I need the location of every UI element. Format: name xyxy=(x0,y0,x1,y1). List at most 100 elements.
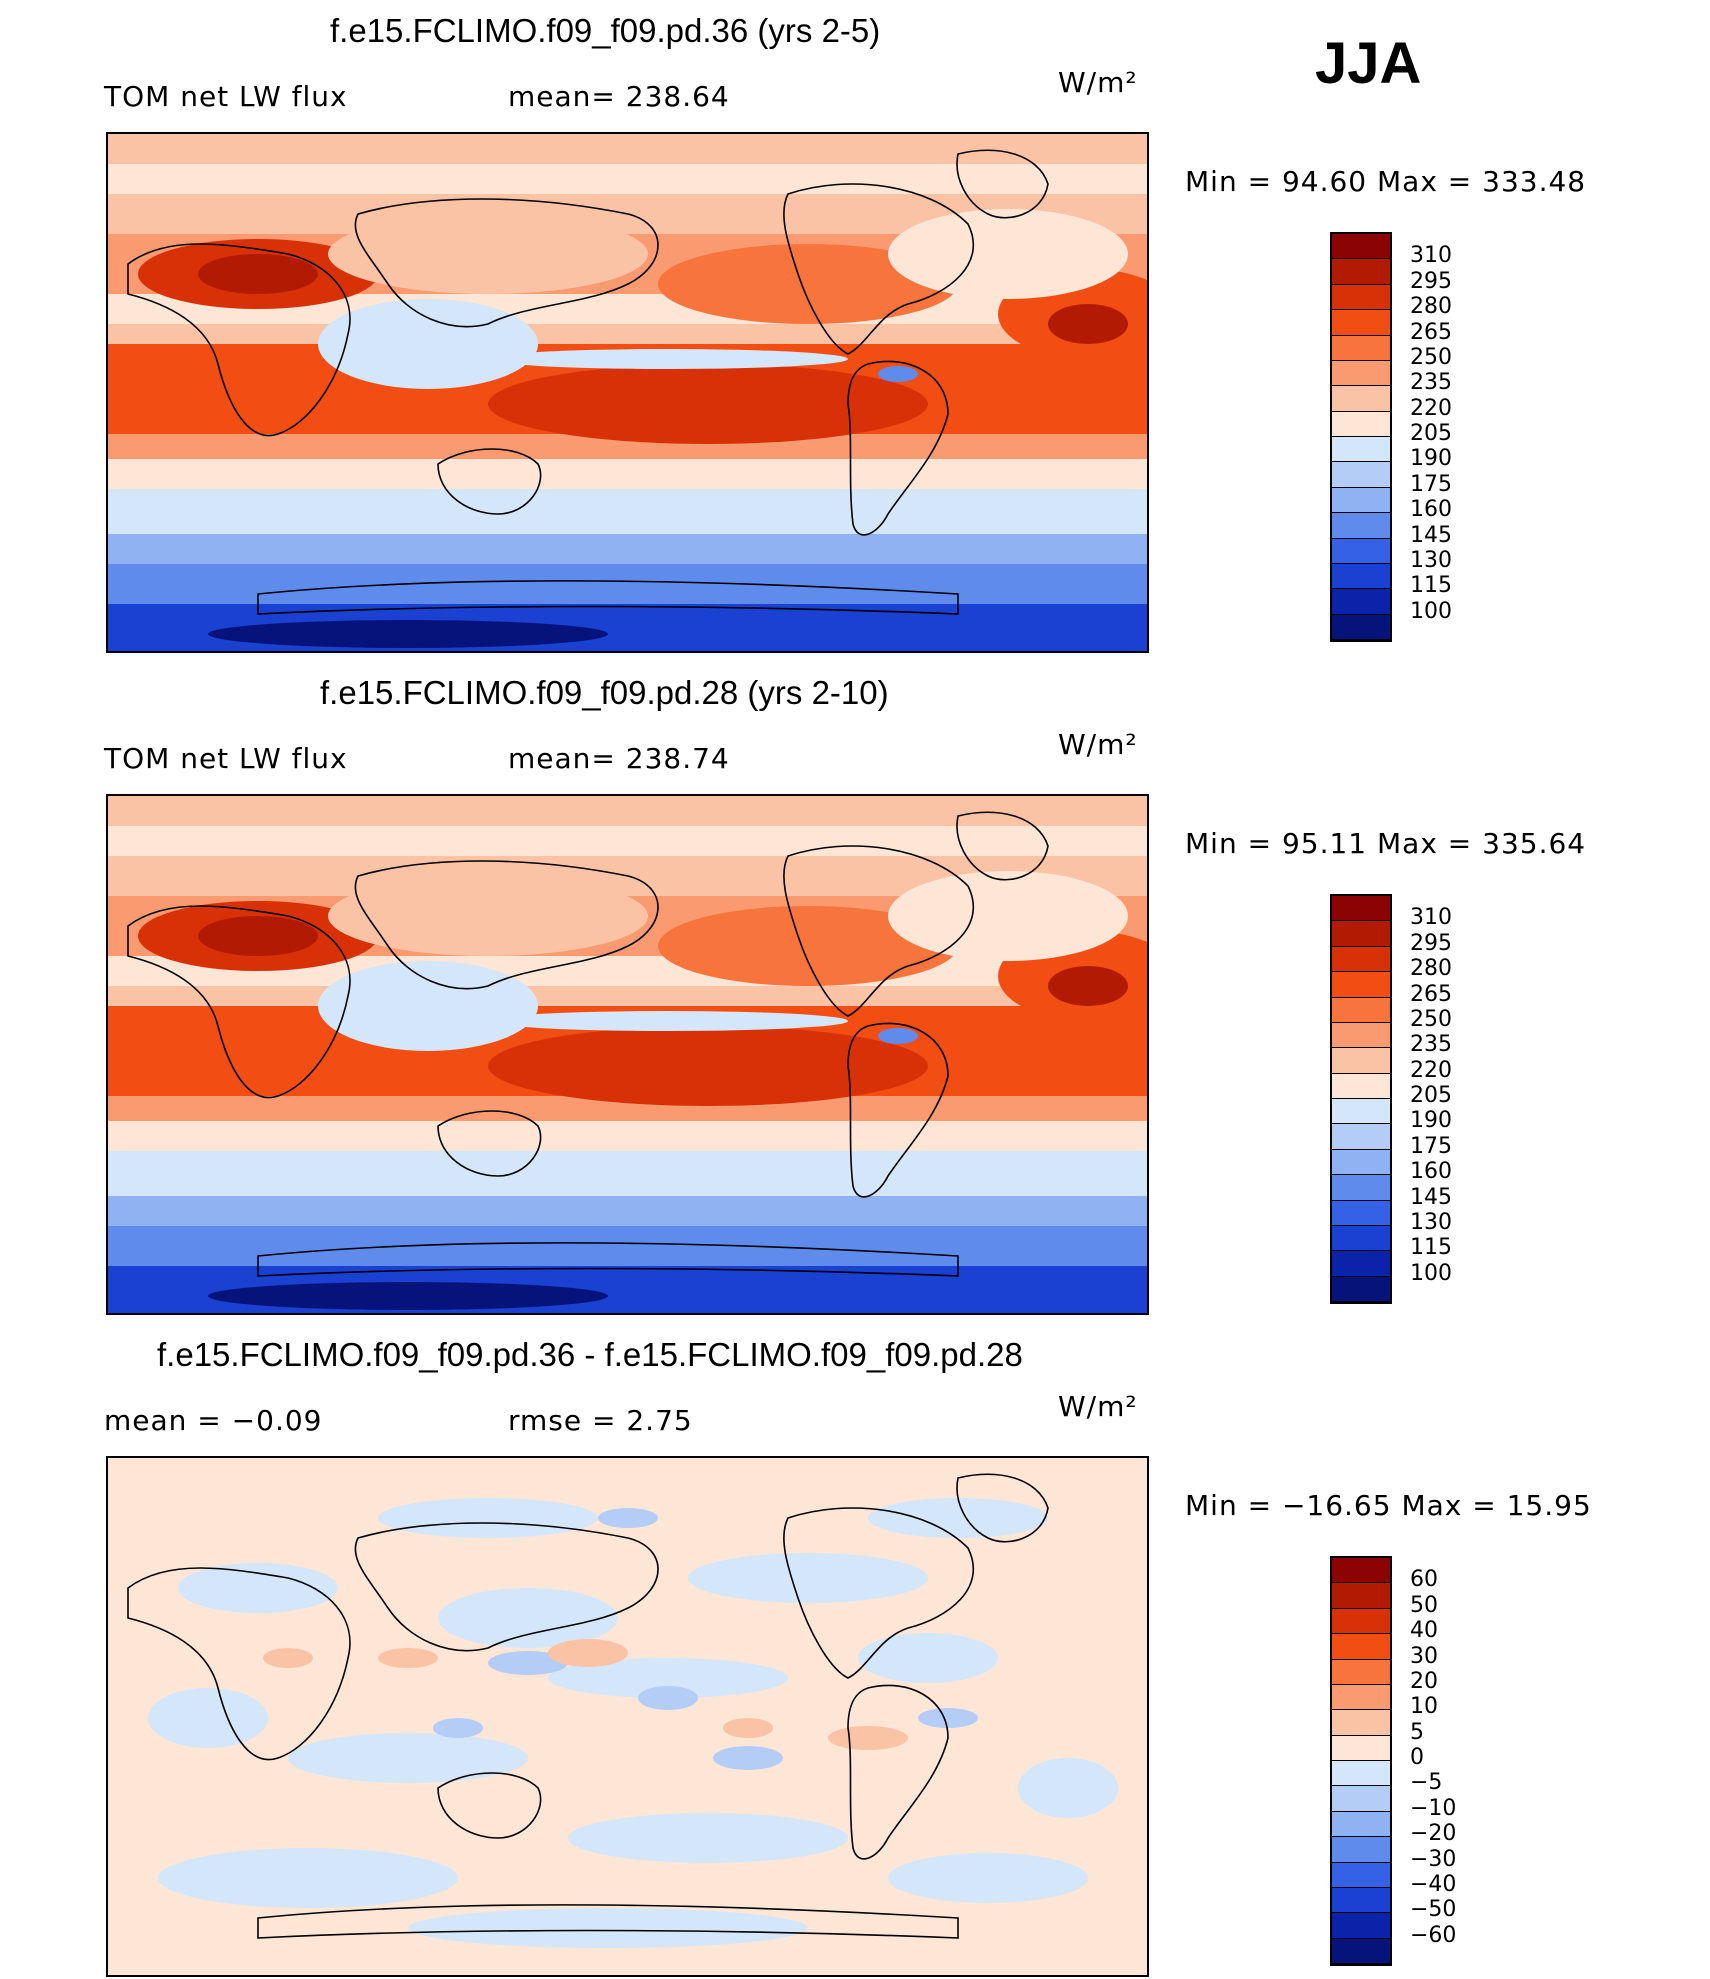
coastline xyxy=(437,448,542,515)
units-label: W/m² xyxy=(1058,66,1138,99)
colorbar-tick-label: 0 xyxy=(1410,1745,1424,1770)
sahara-arabia-core xyxy=(198,916,318,956)
colorbar-box xyxy=(1332,234,1390,260)
negative-anomaly-core xyxy=(488,1651,568,1675)
antarctic-minimum xyxy=(208,620,608,648)
negative-anomaly-region xyxy=(408,1908,808,1948)
colorbar-box xyxy=(1332,1710,1390,1736)
colorbar-box xyxy=(1332,1583,1390,1609)
colorbar-box xyxy=(1332,411,1390,437)
map-panel xyxy=(106,132,1149,653)
colorbar-box xyxy=(1332,1684,1390,1711)
coastline xyxy=(257,1904,959,1939)
panel-stat-label: mean= 238.64 xyxy=(508,80,730,113)
negative-anomaly-core xyxy=(598,1508,658,1528)
colorbar-tick-label: 310 xyxy=(1410,243,1452,269)
negative-anomaly-region xyxy=(868,1498,1048,1538)
colorbar-box xyxy=(1332,1887,1390,1914)
colorbar-tick-label: 250 xyxy=(1410,344,1452,370)
negative-anomaly-region xyxy=(858,1633,998,1683)
colorbar-tick-label: 280 xyxy=(1410,956,1452,982)
colorbar-tick-label: 265 xyxy=(1410,981,1452,1007)
panel-left-label: mean = −0.09 xyxy=(104,1404,323,1437)
positive-anomaly-core xyxy=(828,1726,908,1750)
negative-anomaly-region xyxy=(888,1853,1088,1903)
colorbar-box xyxy=(1332,1938,1390,1964)
panel-title: f.e15.FCLIMO.f09_f09.pd.28 (yrs 2-10) xyxy=(320,674,889,711)
coastline xyxy=(956,149,1049,219)
contour-field xyxy=(108,134,1147,651)
flux-band xyxy=(108,986,1147,1006)
colorbar-box xyxy=(1332,1761,1390,1787)
coastline xyxy=(437,1110,542,1177)
contour-field xyxy=(108,796,1147,1313)
negative-anomaly-region xyxy=(158,1848,458,1908)
greenland-region xyxy=(888,209,1128,299)
colorbar-tick-label: 205 xyxy=(1410,1083,1452,1108)
atlantic-core xyxy=(1048,966,1128,1006)
units-label: W/m² xyxy=(1058,1390,1138,1423)
colorbar-tick-label: 160 xyxy=(1410,1159,1452,1185)
colorbar-tick-label: 265 xyxy=(1410,319,1452,345)
antarctic-minimum xyxy=(208,1282,608,1310)
colorbar-box xyxy=(1332,1200,1390,1226)
negative-anomaly-core xyxy=(918,1708,978,1728)
colorbar-box xyxy=(1332,563,1390,590)
colorbar-box xyxy=(1332,386,1390,412)
colorbar-tick-label: 280 xyxy=(1410,294,1452,320)
flux-band xyxy=(108,324,1147,344)
colorbar-tick-label: 235 xyxy=(1410,370,1452,396)
colorbar-box xyxy=(1332,259,1390,285)
negative-anomaly-region xyxy=(568,1813,848,1863)
asia-region xyxy=(328,214,648,294)
itcz-deep-convection xyxy=(878,366,918,382)
colorbar-tick-label: −5 xyxy=(1410,1770,1443,1796)
colorbar-tick-label: 295 xyxy=(1410,930,1452,956)
itcz-deep-convection xyxy=(878,1028,918,1044)
colorbar-box xyxy=(1332,1786,1390,1812)
colorbar-box xyxy=(1332,538,1390,564)
colorbar-box xyxy=(1332,946,1390,973)
colorbar-box xyxy=(1332,1048,1390,1074)
coastline xyxy=(127,905,351,1099)
coastline xyxy=(257,580,959,615)
contour-field xyxy=(108,1458,1147,1975)
colorbar-box xyxy=(1332,1175,1390,1201)
monsoon-low-flux xyxy=(318,299,538,389)
colorbar-box xyxy=(1332,335,1390,361)
coastline xyxy=(354,860,659,990)
coastline xyxy=(783,183,975,355)
flux-band xyxy=(108,1121,1147,1151)
colorbar xyxy=(1330,232,1392,642)
colorbar-tick-label: 30 xyxy=(1410,1643,1438,1669)
colorbar xyxy=(1330,894,1392,1304)
colorbar-tick-label: 115 xyxy=(1410,1235,1452,1261)
colorbar-box xyxy=(1332,1558,1390,1584)
colorbar-box xyxy=(1332,1608,1390,1635)
panel-stat-label: rmse = 2.75 xyxy=(508,1404,693,1437)
colorbar-tick-label: 190 xyxy=(1410,1108,1452,1134)
colorbar-box xyxy=(1332,437,1390,463)
greenland-region xyxy=(888,871,1128,961)
colorbar-box xyxy=(1332,284,1390,311)
colorbar-box xyxy=(1332,1634,1390,1660)
colorbar-tick-label: 60 xyxy=(1410,1567,1438,1593)
sahara-arabia-core xyxy=(198,254,318,294)
negative-anomaly-region xyxy=(178,1563,338,1613)
negative-anomaly-core xyxy=(433,1718,483,1738)
north-pacific-region xyxy=(658,906,958,986)
coastline xyxy=(127,243,351,437)
units-label: W/m² xyxy=(1058,728,1138,761)
positive-anomaly-core xyxy=(378,1648,438,1668)
itcz-low-flux xyxy=(488,349,848,369)
flux-band xyxy=(108,1196,1147,1226)
colorbar-box xyxy=(1332,310,1390,336)
colorbar-box xyxy=(1332,1251,1390,1277)
coastline xyxy=(354,1522,659,1652)
coastline xyxy=(956,811,1049,881)
colorbar-box xyxy=(1332,1811,1390,1838)
colorbar-box xyxy=(1332,1837,1390,1863)
positive-anomaly-core xyxy=(263,1648,313,1668)
colorbar-tick-label: 295 xyxy=(1410,268,1452,294)
flux-band xyxy=(108,534,1147,564)
